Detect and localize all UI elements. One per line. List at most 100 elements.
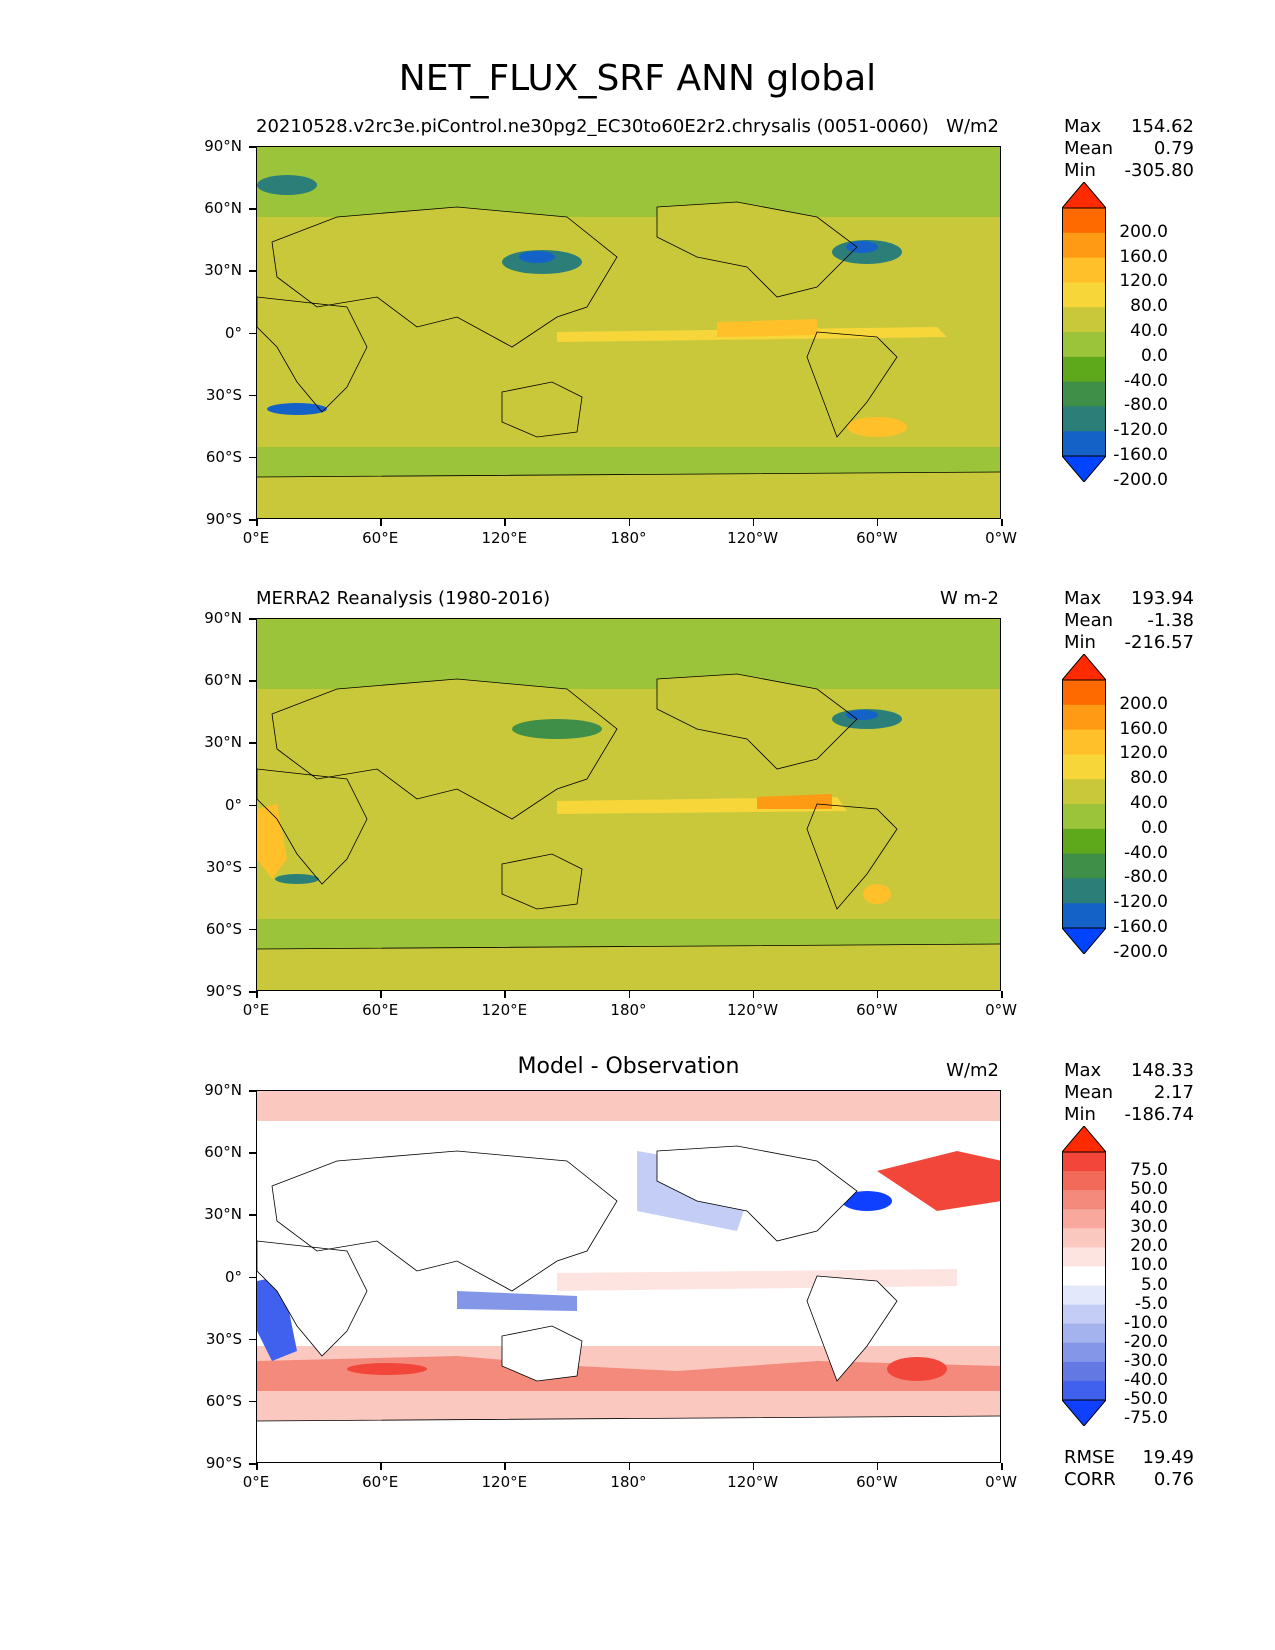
lon-tick xyxy=(256,519,258,526)
benguela-cool xyxy=(257,1276,297,1361)
colorbar-segment xyxy=(1062,680,1106,706)
australia-landmass xyxy=(502,854,582,909)
lon-tick-label: 180° xyxy=(610,1473,647,1491)
mean-value: 2.17 xyxy=(1153,1082,1194,1103)
lat-tick xyxy=(249,1400,256,1403)
lon-tick-label: 120°W xyxy=(727,1473,779,1491)
stats-box: Max 148.33 Mean 2.17 Min -186.74 xyxy=(1064,1060,1194,1126)
rmse-value: 19.49 xyxy=(1142,1447,1194,1468)
lat-tick xyxy=(249,208,256,210)
figure-title: NET_FLUX_SRF ANN global xyxy=(398,58,877,99)
colorbar-extend-max xyxy=(1062,654,1106,681)
lat-tick xyxy=(249,519,256,521)
lat-tick xyxy=(249,1338,256,1341)
colorbar-segment xyxy=(1062,356,1106,383)
lat-tick xyxy=(249,456,256,459)
lon-tick xyxy=(876,519,879,526)
lon-tick xyxy=(380,1463,382,1470)
lat-tick xyxy=(249,1463,256,1465)
colorbar-tick-label: 120.0 xyxy=(1119,743,1168,764)
lat-tick-label: 0° xyxy=(224,795,242,814)
lon-tick-label: 60°E xyxy=(362,1473,399,1491)
mean-value: 0.79 xyxy=(1153,138,1194,159)
colorbar-segment xyxy=(1062,1304,1106,1325)
arctic-band xyxy=(257,1091,1000,1121)
colorbar-tick-label: 80.0 xyxy=(1130,768,1168,789)
lat-tick-label: 30°N xyxy=(204,733,242,752)
colorbar-segment xyxy=(1062,381,1106,407)
lat-tick-label: 60°N xyxy=(204,199,242,218)
antarctica-landmass xyxy=(257,1416,1000,1462)
coastlines xyxy=(257,201,1000,478)
south-atlantic-warm xyxy=(887,1357,947,1381)
lat-tick xyxy=(249,680,256,682)
colorbar-segment xyxy=(1062,1323,1106,1344)
max-label: Max xyxy=(1064,1060,1102,1081)
colorbar-tick-label: 40.0 xyxy=(1130,321,1168,341)
lon-tick xyxy=(504,991,506,998)
colorbar-tick-label: 75.0 xyxy=(1130,1160,1168,1181)
lat-tick-label: 60°S xyxy=(205,447,242,466)
min-label: Min xyxy=(1064,632,1096,653)
colorbar-segment xyxy=(1062,208,1106,234)
colorbar-segment xyxy=(1062,1247,1106,1267)
north-america-landmass xyxy=(657,202,857,297)
colorbar-segment xyxy=(1062,282,1106,308)
lon-tick-label: 0°E xyxy=(242,529,270,547)
lat-tick-label: 90°S xyxy=(205,510,242,528)
south-america-landmass xyxy=(807,804,897,909)
lat-tick xyxy=(249,394,256,397)
colorbar-tick-label: 30.0 xyxy=(1130,1217,1168,1238)
lat-tick-label: 30°S xyxy=(205,857,242,876)
max-value: 148.33 xyxy=(1131,1060,1194,1081)
lon-tick-label: 120°E xyxy=(481,1001,528,1019)
lat-tick xyxy=(249,928,256,931)
colorbar-tick-label: 10.0 xyxy=(1130,1255,1168,1276)
south-indian-warm xyxy=(347,1363,427,1375)
lat-tick xyxy=(249,866,256,869)
map-difference xyxy=(256,1090,1001,1463)
colorbar-tick-label: 5.0 xyxy=(1140,1274,1168,1295)
gulf-stream-cool xyxy=(842,1191,892,1211)
southern-ocean-warm xyxy=(257,1356,1000,1391)
lat-tick-label: 90°N xyxy=(204,1081,242,1099)
stats-box: Max 193.94 Mean -1.38 Min -216.57 xyxy=(1064,588,1194,654)
south-america-landmass xyxy=(807,1276,897,1381)
panel-units: W/m2 xyxy=(946,1060,999,1081)
eurasia-landmass xyxy=(272,679,617,819)
agulhas-flux-sink xyxy=(275,874,319,884)
south-america-landmass xyxy=(807,332,897,437)
north-america-landmass xyxy=(657,674,857,769)
colorbar-segment xyxy=(1062,257,1106,283)
colorbar-tick-label: -50.0 xyxy=(1124,1389,1168,1409)
colorbar-tick-label: -40.0 xyxy=(1124,1369,1168,1390)
antarctica-landmass xyxy=(257,944,1000,990)
lat-tick xyxy=(249,991,256,993)
lon-tick-label: 120°E xyxy=(481,1473,528,1491)
rmse-label: RMSE xyxy=(1064,1447,1115,1468)
lon-tick xyxy=(1001,991,1003,998)
mean-label: Mean xyxy=(1064,1082,1114,1103)
colorbar-segment xyxy=(1062,232,1106,259)
colorbar-segment xyxy=(1062,828,1106,855)
colorbar-segment xyxy=(1062,1171,1106,1191)
colorbar-outline xyxy=(1062,207,1106,457)
australia-landmass xyxy=(502,1326,582,1381)
lon-tick-label: 180° xyxy=(610,1001,647,1019)
colorbar-tick-label: -160.0 xyxy=(1113,917,1168,937)
colorbar-tick-label: 160.0 xyxy=(1119,246,1168,267)
max-value: 154.62 xyxy=(1131,116,1194,137)
lat-tick xyxy=(249,1152,256,1154)
north-atlantic-warm xyxy=(877,1151,1000,1211)
lat-tick-label: 90°N xyxy=(204,137,242,155)
lat-tick-label: 60°S xyxy=(205,1391,242,1410)
colorbar-segment xyxy=(1062,704,1106,731)
colorbar-segment xyxy=(1062,307,1106,333)
colorbar-tick-label: 160.0 xyxy=(1119,718,1168,739)
panel-observation: MERRA2 Reanalysis (1980-2016) W m-2 Max 1… xyxy=(0,588,1275,1058)
arctic-flux-sink xyxy=(257,175,317,195)
lon-tick xyxy=(628,991,630,998)
colorbar xyxy=(1062,182,1106,482)
lat-tick-label: 0° xyxy=(224,1267,242,1286)
lon-tick xyxy=(876,991,879,998)
